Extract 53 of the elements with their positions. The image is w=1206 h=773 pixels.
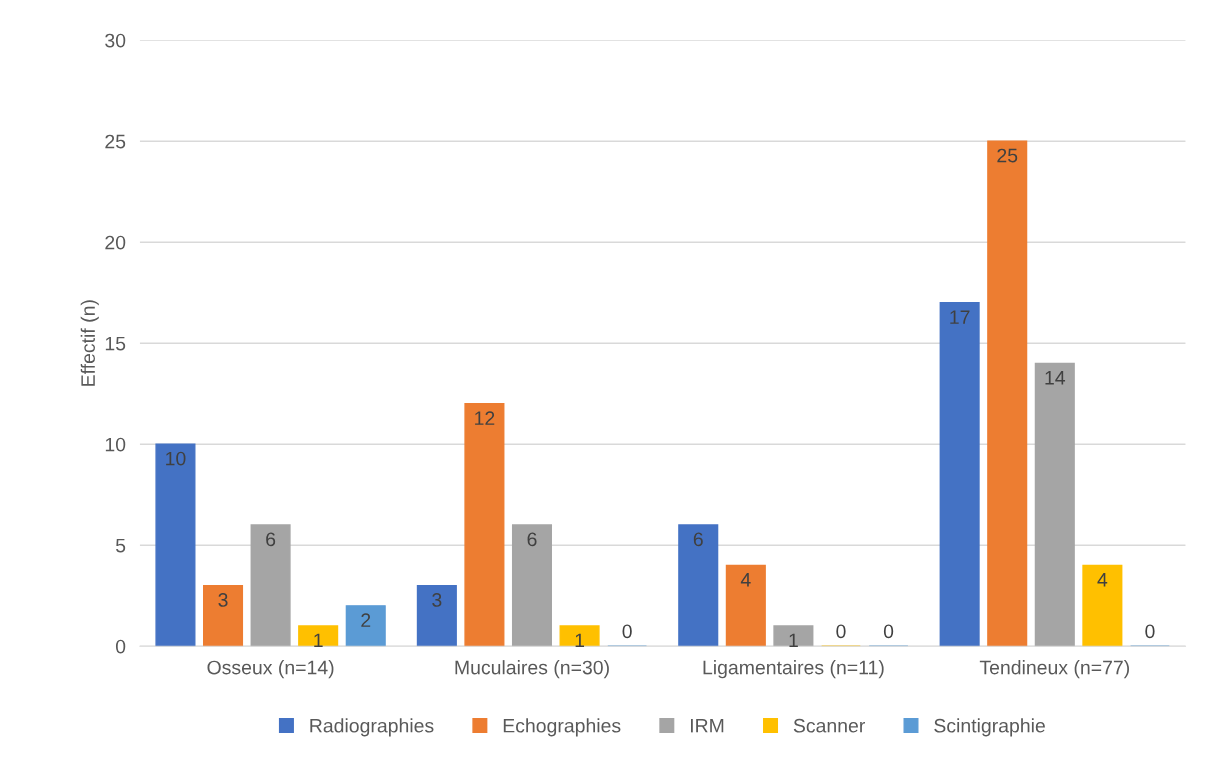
- data-label: 1: [314, 633, 323, 648]
- data-label: 4: [1097, 573, 1108, 587]
- bar: [416, 584, 457, 647]
- y-tick-label: 25: [105, 134, 126, 149]
- x-tick-label: Muculaires (n=30): [455, 660, 609, 679]
- data-label: 6: [266, 532, 276, 547]
- data-label: 14: [1045, 371, 1066, 385]
- bar: [1082, 564, 1123, 647]
- y-tick-label: 15: [105, 336, 126, 351]
- data-label: 0: [883, 624, 894, 639]
- legend-label: Scintigraphie: [934, 718, 1045, 737]
- data-label: 17: [950, 310, 970, 324]
- bar: [773, 625, 814, 647]
- bar: [559, 625, 600, 647]
- bar: [725, 564, 766, 647]
- y-axis-title: Effectif (n): [80, 300, 99, 386]
- data-label: 0: [836, 624, 846, 639]
- x-tick-label: Osseux (n=14): [207, 660, 334, 679]
- y-tick-label: 30: [105, 33, 126, 48]
- x-tick-label: Ligamentaires (n=11): [703, 660, 884, 679]
- x-tick-label: Tendineux (n=77): [979, 660, 1129, 679]
- data-label: 25: [997, 148, 1018, 163]
- legend-label: IRM: [690, 718, 724, 733]
- legend-label: Scanner: [793, 718, 865, 733]
- data-label: 4: [740, 573, 751, 587]
- legend-label: Echographies: [503, 718, 621, 737]
- bar: [202, 584, 244, 647]
- data-label: 0: [622, 624, 632, 639]
- data-label: 6: [693, 532, 703, 547]
- bar: [155, 443, 196, 647]
- bar: [250, 524, 291, 647]
- y-tick-label: 5: [115, 538, 126, 553]
- legend-label: Radiographies: [310, 718, 434, 737]
- y-tick-label: 0: [115, 639, 126, 654]
- bar: [1034, 362, 1075, 647]
- bar: [939, 302, 980, 647]
- bar: [464, 403, 505, 647]
- data-label: 2: [361, 613, 371, 627]
- data-label: 1: [789, 633, 798, 648]
- data-label: 3: [432, 593, 442, 607]
- y-tick-label: 20: [105, 235, 126, 250]
- data-label: 12: [475, 411, 495, 425]
- bar: [298, 625, 339, 647]
- y-tick-label: 10: [105, 437, 126, 452]
- data-label: 1: [575, 633, 585, 648]
- data-label: 0: [1145, 624, 1155, 639]
- data-label: 3: [218, 593, 228, 607]
- bar: [678, 524, 719, 647]
- data-label: 6: [527, 532, 537, 547]
- bar: [345, 605, 386, 647]
- data-label: 10: [166, 451, 186, 466]
- bar: [511, 524, 553, 647]
- bar: [987, 140, 1028, 647]
